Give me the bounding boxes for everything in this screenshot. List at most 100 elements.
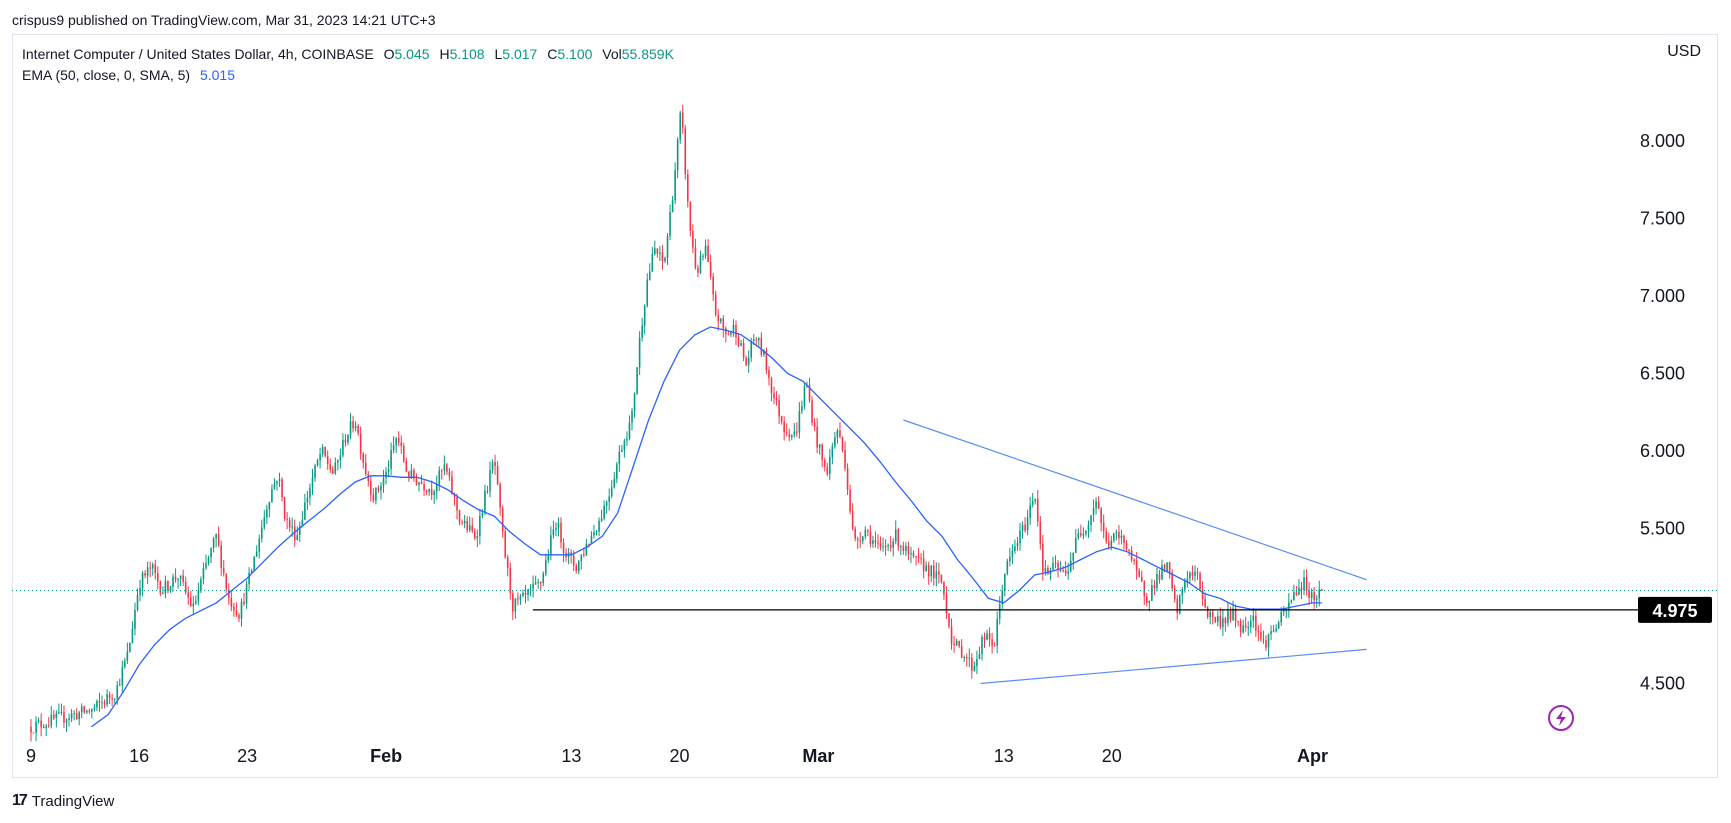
candle [529, 583, 532, 597]
candle [1282, 605, 1285, 617]
candle-body [973, 665, 976, 671]
candle [991, 632, 993, 654]
candle-body [134, 609, 136, 629]
legend-ema-label[interactable]: EMA (50, close, 0, SMA, 5) [22, 67, 191, 83]
candle [821, 443, 824, 468]
candle [35, 716, 37, 742]
candle-body [920, 557, 922, 559]
candle-body [32, 732, 35, 734]
candle [1219, 607, 1222, 630]
candle-body [1120, 535, 1123, 539]
candle [1239, 618, 1242, 638]
candle [151, 562, 154, 576]
candle-body [375, 487, 377, 501]
candle [938, 562, 940, 584]
brand-name: TradingView [31, 792, 115, 810]
candle [1082, 527, 1085, 540]
candle-body [1234, 608, 1237, 622]
candle-body [397, 437, 400, 443]
candle [172, 573, 174, 592]
candle [722, 315, 725, 338]
candle [1105, 527, 1108, 545]
candle-body [1026, 517, 1029, 531]
candle-body [1252, 615, 1255, 621]
candle [836, 428, 839, 444]
candle [253, 556, 255, 571]
candle-body [1300, 587, 1303, 591]
candle-body [192, 603, 195, 607]
candle-body [461, 522, 463, 524]
candle [304, 493, 306, 521]
candle [121, 660, 124, 694]
candle [96, 699, 98, 712]
candle [1031, 493, 1034, 508]
candle-body [816, 426, 818, 448]
candle-body [1184, 581, 1186, 590]
candle [841, 436, 844, 453]
candle [988, 627, 991, 647]
candle-body [479, 515, 481, 537]
candle [697, 264, 699, 278]
candle-body [775, 398, 778, 401]
candle [879, 536, 882, 551]
legend-symbol[interactable]: Internet Computer / United States Dollar… [22, 46, 374, 62]
candle-body [200, 579, 202, 591]
candle [978, 646, 981, 660]
candle-body [709, 261, 712, 277]
candle [164, 575, 167, 599]
lightning-icon[interactable] [1548, 705, 1574, 731]
candle [372, 488, 375, 503]
candle-body [466, 520, 468, 531]
candle-body [1107, 541, 1110, 547]
candle-body [101, 702, 103, 704]
candle-body [882, 546, 884, 548]
candle [839, 422, 841, 439]
candle [1178, 594, 1181, 615]
candle-body [463, 520, 466, 524]
candle [1115, 529, 1118, 541]
candle-body [849, 489, 851, 512]
candle-body [539, 581, 542, 584]
candle [260, 519, 263, 543]
candle-body [823, 459, 826, 467]
candle [1021, 521, 1024, 539]
candle [1092, 499, 1095, 522]
candle-body [626, 438, 628, 441]
candle-body [446, 464, 448, 472]
candle-body [40, 720, 42, 728]
candle [501, 505, 504, 538]
candle [907, 541, 910, 561]
candle [1214, 616, 1217, 624]
candle [98, 692, 101, 712]
candles [30, 104, 1323, 742]
candle-body [1077, 533, 1080, 538]
candle [745, 355, 747, 367]
candle [600, 509, 603, 523]
brand-footer[interactable]: 17 TradingView [12, 792, 114, 810]
currency-label[interactable]: USD [1667, 43, 1701, 60]
x-tick-label: 13 [561, 746, 581, 766]
candle-body [915, 556, 917, 558]
candle-body [590, 535, 593, 544]
candle-body [897, 529, 900, 547]
candle-body [778, 400, 780, 417]
candle [1300, 582, 1303, 600]
candle [83, 705, 86, 714]
candle [390, 442, 392, 475]
candle-body [1320, 589, 1323, 591]
candle-body [841, 436, 844, 451]
candle [30, 719, 32, 742]
candle [1313, 587, 1315, 609]
candle [446, 462, 448, 475]
candle-body [35, 721, 37, 733]
candle-body [278, 479, 281, 482]
candle [192, 596, 195, 615]
candle [1097, 496, 1100, 510]
candle [522, 589, 524, 598]
candle [1156, 567, 1158, 592]
candle-body [118, 685, 121, 687]
candle-body [676, 139, 679, 171]
candle-body [392, 445, 395, 450]
candle [1288, 593, 1290, 618]
